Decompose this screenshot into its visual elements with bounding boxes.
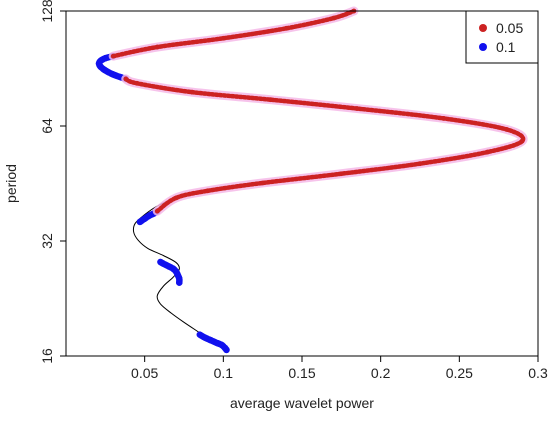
- data-point-0-05: [338, 171, 344, 177]
- x-tick-label: 0.3: [528, 365, 548, 381]
- legend-marker: [479, 24, 487, 32]
- data-point-0-1: [97, 57, 104, 65]
- data-point-0-05: [134, 80, 140, 86]
- data-point-0-1: [201, 334, 208, 341]
- data-point-0-05: [260, 180, 266, 186]
- data-point-0-1: [136, 218, 144, 226]
- legend-label: 0.05: [496, 20, 523, 36]
- data-point-0-1: [102, 67, 109, 74]
- x-tick-label: 0.1: [214, 365, 234, 381]
- legend-box: [465, 10, 539, 64]
- legend-marker: [479, 43, 487, 51]
- data-point-0-05: [220, 35, 226, 41]
- x-tick-label: 0.2: [371, 365, 391, 381]
- data-point-0-1: [196, 331, 203, 338]
- y-axis: 16 32 64 128: [39, 0, 66, 364]
- y-tick-label: 64: [39, 118, 55, 134]
- data-point-0-05: [268, 97, 273, 103]
- data-point-0-05: [110, 53, 116, 59]
- data-point-0-1: [165, 262, 172, 270]
- data-point-0-05: [173, 195, 179, 201]
- data-point-0-05: [417, 161, 423, 167]
- legend: 0.05 0.1: [465, 10, 539, 64]
- y-tick-label: 128: [39, 0, 55, 23]
- y-axis-label: period: [3, 164, 19, 203]
- legend-label: 0.1: [496, 39, 516, 55]
- data-point-0-05: [154, 44, 160, 50]
- data-point-0-1: [102, 55, 109, 62]
- data-point-0-1: [213, 339, 221, 347]
- data-point-0-05: [441, 115, 446, 121]
- x-tick-label: 0.05: [131, 365, 158, 381]
- data-point-0-05: [205, 188, 211, 194]
- x-tick-label: 0.25: [446, 365, 473, 381]
- series-layer: [95, 6, 528, 354]
- data-point-0-1: [141, 215, 148, 222]
- data-point-0-1: [169, 265, 177, 272]
- data-point-0-05: [154, 208, 160, 214]
- data-point-0-05: [331, 15, 336, 21]
- x-tick-label: 0.15: [288, 365, 315, 381]
- data-point-0-05: [519, 138, 525, 144]
- data-point-0-05: [283, 25, 289, 31]
- data-point-0-05: [123, 76, 129, 82]
- data-point-0-1: [157, 258, 164, 266]
- x-axis: 0.05 0.1 0.15 0.2 0.25 0.3: [131, 356, 548, 381]
- data-point-0-05: [354, 106, 360, 111]
- data-point-0-05: [504, 127, 509, 132]
- y-tick-label: 16: [39, 348, 55, 364]
- data-point-0-05: [189, 89, 195, 95]
- y-tick-label: 32: [39, 233, 55, 249]
- data-point-0-1: [207, 336, 214, 344]
- significance-halo: [121, 74, 528, 216]
- data-point-0-1: [110, 71, 117, 78]
- x-axis-label: average wavelet power: [230, 395, 374, 411]
- data-point-0-05: [485, 149, 491, 155]
